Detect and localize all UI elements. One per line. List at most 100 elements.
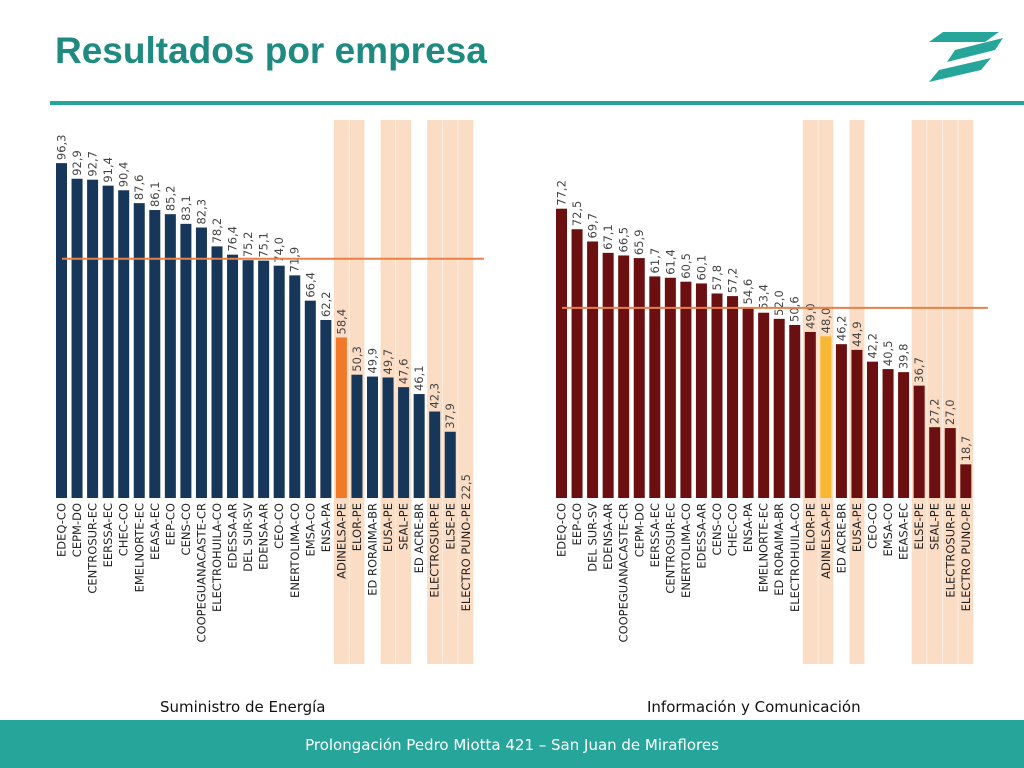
bar-ceo-co [273, 265, 285, 498]
logo-stroke-middle [947, 38, 1003, 62]
highlight-band-seal-pe [927, 120, 943, 664]
bar-eusa-pe [851, 349, 863, 498]
category-label: EEASA-EC [897, 503, 911, 560]
value-label: 92,9 [70, 150, 84, 176]
category-label: ADINELSA-PE [819, 503, 833, 579]
bar-enertolima-co [289, 275, 301, 498]
bar-cepm-do [633, 258, 645, 498]
value-label: 47,6 [397, 359, 411, 385]
category-label: EMELNORTE-EC [132, 503, 146, 592]
logo-stroke-bottom [929, 58, 991, 82]
chart-informacion-comunicacion: 77,2 EDEQ-CO 72,5 EEP-CO 69,7 DEL SUR-SV 67,1 E… [555, 120, 988, 664]
category-label: EDESSA-AR [694, 503, 708, 569]
bar-chec-co [727, 296, 739, 498]
bar-eeasa-ec [898, 372, 910, 498]
category-label: EMELNORTE-EC [757, 503, 771, 592]
bar-cens-co [711, 293, 723, 498]
bar-edensa-ar [602, 252, 614, 498]
bar-ed-acre-br [835, 344, 847, 498]
bar-ensa-pa [320, 319, 332, 498]
value-label: 62,2 [319, 291, 333, 317]
bar-cens-co [180, 223, 192, 498]
value-label: 37,9 [443, 403, 457, 429]
bar-adinelsa-pe [820, 336, 832, 498]
value-label: 27,2 [928, 399, 942, 425]
category-label: CEO-CO [866, 503, 880, 549]
company-logo [929, 32, 1003, 82]
value-label: 90,4 [117, 162, 131, 188]
value-label: 61,4 [663, 249, 677, 275]
category-label: CENS-CO [710, 503, 724, 555]
category-label: ED ACRE-BR [834, 503, 848, 573]
category-label: EERSSA-EC [101, 503, 115, 567]
value-label: 18,7 [959, 436, 973, 462]
bar-eeasa-ec [149, 210, 161, 498]
bar-coopeguanacaste-cr [195, 227, 207, 498]
highlight-band-electro-puno-pe [958, 120, 974, 664]
category-label: ENERTOLIMA-CO [679, 503, 693, 598]
bar-eep-co [164, 214, 176, 498]
value-label: 83,1 [179, 195, 193, 221]
bar-eerssa-ec [649, 276, 661, 498]
footer-address: Prolongación Pedro Miotta 421 – San Juan… [305, 736, 719, 754]
category-label: DEL SUR-SV [586, 503, 600, 572]
bar-adinelsa-pe [335, 337, 347, 498]
value-label: 42,3 [428, 383, 442, 409]
category-label: CENTROSUR-EC [663, 503, 677, 594]
value-label: 91,4 [101, 157, 115, 183]
chart-caption-suministro: Suministro de Energía [160, 698, 326, 716]
value-label: 86,1 [148, 181, 162, 207]
category-label: EMSA-CO [303, 503, 317, 557]
value-label: 36,7 [912, 357, 926, 383]
value-label: 52,0 [772, 290, 786, 316]
bar-del-sur-sv [587, 241, 599, 498]
category-label: CEPM-DO [632, 503, 646, 557]
value-label: 76,4 [226, 226, 240, 252]
value-label: 58,4 [334, 309, 348, 335]
value-label: 54,6 [741, 279, 755, 305]
highlight-band-else-pe [442, 120, 458, 664]
value-label: 72,5 [570, 201, 584, 227]
bar-seal-pe [398, 387, 410, 498]
bar-edessa-ar [695, 283, 707, 498]
value-label: 77,2 [555, 180, 569, 206]
bar-edessa-ar [227, 254, 239, 498]
value-label: 22,5 [459, 474, 473, 500]
category-label: ENSA-PA [319, 503, 333, 552]
value-label: 46,1 [412, 365, 426, 391]
category-label: EEP-CO [570, 503, 584, 545]
value-label: 39,8 [897, 344, 911, 370]
chart-suministro-energia: 96,3 EDEQ-CO 92,9 CEPM-DO 92,7 CENTROSUR-EC 91… [55, 120, 484, 664]
page-title: Resultados por empresa [55, 30, 487, 71]
bar-enertolima-co [680, 281, 692, 498]
value-label: 75,1 [257, 232, 271, 258]
bar-emelnorte-ec [133, 203, 145, 498]
highlight-band-electro-puno-pe [458, 120, 474, 664]
value-label: 82,3 [194, 199, 208, 225]
value-label: 75,2 [241, 232, 255, 258]
value-label: 85,2 [163, 186, 177, 212]
bar-chec-co [118, 190, 130, 498]
value-label: 57,2 [726, 267, 740, 293]
category-label: EDENSA-AR [601, 503, 615, 570]
bar-edeq-co [56, 163, 67, 498]
category-label: CENTROSUR-EC [86, 503, 100, 594]
value-label: 92,7 [86, 151, 100, 177]
category-label: ADINELSA-PE [334, 503, 348, 579]
value-label: 50,3 [350, 346, 364, 372]
bar-elor-pe [804, 331, 816, 498]
category-label: ED RORAIMA-BR [772, 503, 786, 596]
highlight-band-electrosur-pe [942, 120, 958, 664]
bar-eusa-pe [382, 377, 394, 498]
category-label: ELSE-PE [912, 503, 926, 550]
logo-stroke-top [929, 32, 999, 42]
category-label: ELECTRO PUNO-PE [459, 503, 473, 611]
bar-eep-co [571, 229, 583, 498]
bar-ed-roraima-br [367, 376, 378, 498]
bar-emelnorte-ec [758, 312, 770, 498]
bar-ed-roraima-br [773, 318, 785, 498]
category-label: ELECTROHUILA-CO [788, 503, 802, 612]
bar-else-pe [913, 385, 925, 498]
category-label: SEAL-PE [928, 503, 942, 550]
category-label: EDEQ-CO [555, 503, 569, 557]
